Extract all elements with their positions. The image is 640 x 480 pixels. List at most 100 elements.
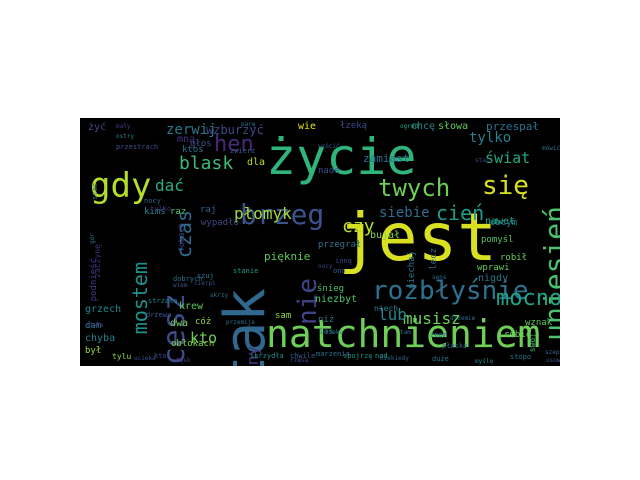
word-36: żyć (88, 122, 107, 133)
word-112: gór (89, 233, 96, 244)
word-64: niż (318, 315, 335, 325)
word-21: płomyk (234, 204, 292, 223)
word-37: krew (179, 301, 204, 312)
word-126: stać (475, 157, 490, 164)
word-78: przestrach (116, 143, 159, 151)
word-45: przegrał (318, 240, 362, 250)
word-98: ostry (116, 133, 135, 140)
word-110: dobrych (173, 275, 203, 283)
word-58: sam (275, 311, 292, 321)
word-106: tam (400, 329, 411, 336)
word-92: duże (432, 355, 449, 363)
word-68: raz (170, 207, 187, 217)
word-61: cóż (195, 317, 212, 327)
word-103: ono (333, 267, 346, 275)
word-82: nocy (144, 197, 161, 205)
word-49: był (85, 346, 102, 356)
word-88: tęsk (176, 357, 191, 364)
word-28: siebie (379, 205, 430, 221)
word-122: myślę (475, 358, 494, 365)
word-52: wznak (525, 318, 553, 328)
word-119: marzenia (316, 350, 350, 358)
word-34: wie (298, 121, 317, 132)
word-15: mocno (496, 286, 560, 311)
word-60: niech (374, 304, 399, 313)
word-10: się (482, 171, 529, 201)
word-94: mówić (542, 145, 560, 152)
word-87: ktoś (154, 352, 171, 360)
word-32: chcę (411, 121, 436, 132)
word-116: tylko (150, 205, 172, 213)
word-93: płasko (442, 342, 468, 350)
word-107: skrzy (210, 292, 229, 299)
word-54: nawet (485, 216, 516, 227)
word-111: wiem (173, 282, 188, 289)
word-48: dam (85, 321, 102, 331)
word-127: drzemie (450, 315, 476, 322)
word-35: zamiast (363, 152, 410, 165)
word-23: zerwij (166, 122, 217, 138)
word-76: raj (200, 205, 217, 215)
word-121: szepce (545, 349, 560, 356)
word-114: przemija (226, 319, 255, 326)
word-17: blask (179, 153, 234, 174)
word-104: cierpi (194, 280, 216, 287)
word-29: kto (190, 329, 218, 347)
word-75: zaczynę (93, 244, 102, 278)
word-11: twych (378, 174, 451, 202)
word-59: śnieg (317, 284, 345, 294)
word-2: jest (338, 199, 497, 276)
word-26: tylko (469, 130, 512, 146)
word-40: obłokach (171, 339, 215, 349)
word-18: cień (436, 201, 485, 225)
word-80: głos (190, 139, 212, 149)
word-84: skrzydła (250, 352, 284, 360)
word-120: niekiedy (380, 355, 409, 362)
word-118: ucieka (134, 355, 156, 362)
word-42: niezbyt (315, 294, 358, 305)
word-79: wypadło (201, 218, 239, 228)
word-71: łzeką (340, 121, 368, 131)
word-20: czy (342, 216, 375, 237)
word-33: słowa (438, 121, 469, 132)
word-53: wprawi (477, 263, 510, 273)
word-85: spojrzę (343, 352, 373, 360)
word-62: mną (177, 134, 196, 145)
word-5: gdy (90, 166, 152, 206)
word-67: swój (528, 333, 537, 353)
word-25: lub (378, 305, 407, 324)
word-124: rzeka (325, 329, 344, 336)
word-86: chwile (290, 352, 316, 360)
word-123: usuwa (546, 357, 560, 364)
word-51: robić (504, 330, 532, 340)
word-99: stanie (233, 267, 259, 275)
word-65: los (319, 327, 334, 336)
word-14: hen (214, 132, 254, 157)
word-91: strzała (148, 297, 178, 305)
word-69: kimś (144, 207, 166, 217)
word-8: brzeg (240, 198, 325, 231)
word-95: ogród (400, 123, 419, 130)
word-12: rozbłyśnie (372, 276, 529, 306)
word-66: znam (430, 331, 447, 339)
word-55: robił (500, 253, 528, 263)
word-7: mostem (128, 262, 152, 335)
word-31: przespał (486, 120, 539, 133)
word-113: mały (116, 123, 131, 130)
word-56: pomyśl (481, 235, 514, 245)
word-cloud: życie jest tak natchnieniem gdy chcesz mostem b… (80, 118, 560, 366)
word-27: świat (485, 149, 531, 167)
word-81: zwierz (230, 147, 256, 155)
word-100: czuj (197, 272, 214, 280)
word-96: stać (91, 183, 99, 200)
word-117: nocy (318, 263, 333, 270)
word-57: obcym (490, 218, 518, 228)
word-30: wzburzyć (206, 123, 264, 137)
word-108: drzewa (146, 311, 172, 319)
word-44: bujał (370, 230, 401, 241)
word-50: tylu (112, 352, 132, 361)
word-102: inną (335, 257, 352, 265)
word-47: chyba (85, 333, 116, 344)
word-105: parę (241, 121, 256, 128)
word-41: nigdy (478, 273, 509, 284)
